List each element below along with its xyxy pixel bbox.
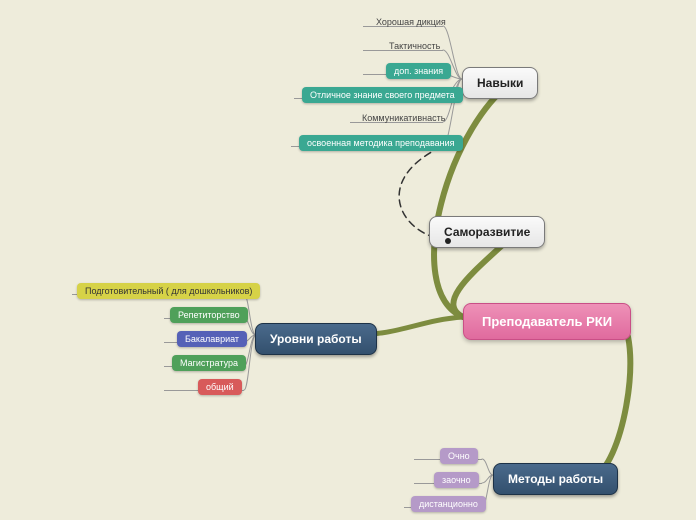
skills-leaf[interactable]: Тактичность: [385, 39, 444, 53]
branch-methods[interactable]: Методы работы: [493, 463, 618, 495]
levels-leaf[interactable]: Репетиторство: [170, 307, 248, 323]
methods-leaf[interactable]: Очно: [440, 448, 478, 464]
selfdev-endpoint-dot: [445, 238, 451, 244]
methods-leaf[interactable]: дистанционно: [411, 496, 486, 512]
edge-layer: [0, 0, 696, 520]
branch-levels[interactable]: Уровни работы: [255, 323, 377, 355]
methods-leaf[interactable]: заочно: [434, 472, 479, 488]
levels-leaf[interactable]: общий: [198, 379, 242, 395]
levels-leaf[interactable]: Бакалавриат: [177, 331, 247, 347]
skills-leaf[interactable]: Отличное знание своего предмета: [302, 87, 463, 103]
skills-leaf[interactable]: Коммуникативнасть: [358, 111, 449, 125]
skills-leaf[interactable]: освоенная методика преподавания: [299, 135, 463, 151]
skills-leaf[interactable]: Хорошая дикция: [372, 15, 450, 29]
root-node[interactable]: Преподаватель РКИ: [463, 303, 631, 340]
skills-leaf[interactable]: доп. знания: [386, 63, 451, 79]
levels-leaf[interactable]: Подготовительный ( для дошкольников): [77, 283, 260, 299]
levels-leaf[interactable]: Магистратура: [172, 355, 246, 371]
branch-skills[interactable]: Навыки: [462, 67, 538, 99]
